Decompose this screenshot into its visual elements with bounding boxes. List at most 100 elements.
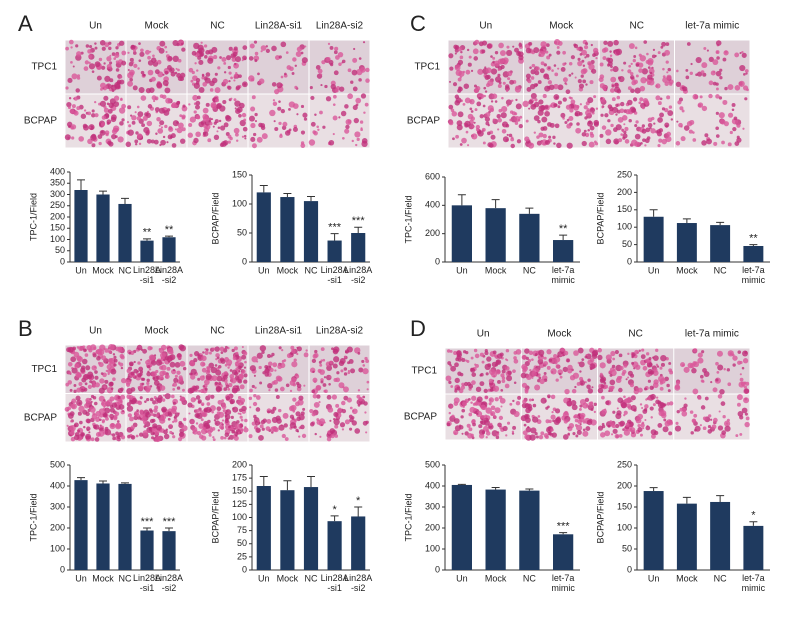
cell [633,79,638,85]
y-tick-label: 175 [232,473,247,483]
cell [589,363,596,370]
cell [506,359,509,362]
cell [532,416,539,423]
y-tick-label: 100 [232,512,247,522]
cell [288,107,291,111]
cell [497,58,504,65]
cell [469,107,473,111]
cell [115,431,119,436]
cell [621,69,624,72]
cell [70,46,73,49]
cell [108,349,112,354]
cell [94,375,99,380]
cell [275,395,280,399]
cell [248,115,255,122]
cell [188,103,191,106]
cell [734,85,741,91]
y-tick-label: 0 [627,564,632,574]
cell [614,82,619,87]
cell [128,351,132,355]
cell [104,75,111,83]
cell [292,397,297,402]
error-bar [491,486,500,490]
column-header: Un [477,329,490,340]
column-header: Mock [145,21,170,32]
cell [604,113,609,118]
bar [643,216,664,262]
cell [328,139,335,146]
cell [475,386,482,393]
cell [492,118,496,122]
cell [525,417,531,423]
cell [64,406,70,412]
cell [523,423,527,427]
cell [176,370,181,375]
cell [228,46,233,51]
cell [77,429,81,433]
cell [497,68,500,71]
cell [715,94,720,99]
cell [560,353,563,357]
bar [553,240,574,262]
cell [146,381,150,386]
cell [166,366,171,371]
cell [612,428,618,434]
cell [345,124,350,130]
y-tick-label: 0 [627,256,632,266]
cell [320,73,323,76]
cell [89,45,93,49]
cell [530,76,535,80]
cell [460,50,463,54]
cell [341,59,346,64]
cell [501,369,506,374]
cell [706,138,713,145]
cell [233,427,236,430]
cell [84,60,89,65]
cell [81,358,88,365]
cell [136,409,139,412]
cell [112,353,116,356]
cell [170,394,175,399]
cell [601,395,605,400]
cell [639,55,647,62]
cell [68,39,74,45]
cell [700,379,704,383]
cell [97,134,103,139]
cell [365,420,369,424]
cell [341,428,345,431]
cell [292,126,298,132]
cell [555,408,561,414]
cell [231,348,235,353]
cell [229,374,235,379]
cell [300,51,304,55]
cell [343,386,349,393]
cell [227,85,232,90]
cell [344,104,349,109]
cell [542,94,547,99]
cell [589,131,594,136]
x-tick-label: NC [119,573,132,583]
cell [73,389,77,393]
cell [204,55,208,59]
cell [180,138,186,144]
cell [703,371,710,377]
cell [624,139,630,144]
cell [291,72,295,75]
cell [203,44,208,48]
cell [171,420,175,424]
cell [466,48,470,52]
cell [269,367,274,373]
cell [198,121,205,128]
cell [462,405,465,408]
row-label: BCPAP [407,116,440,127]
cell [473,56,479,61]
cell [220,125,226,131]
cell [103,107,109,113]
cell [130,435,136,440]
cell [293,358,297,362]
cell [254,51,259,56]
cell [333,50,338,55]
cell [610,123,614,128]
cell [205,72,211,77]
cell [291,377,297,383]
